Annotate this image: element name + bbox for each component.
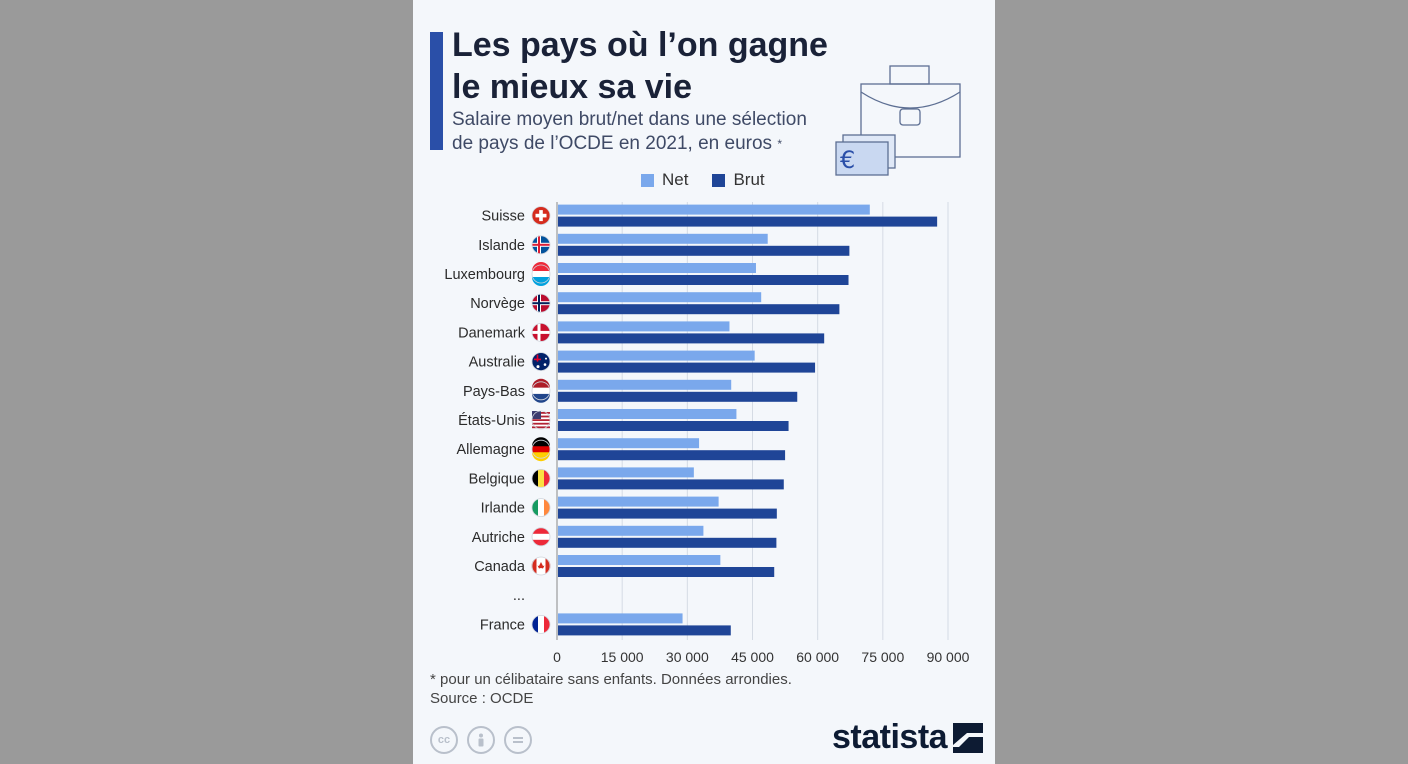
by-icon[interactable]: [467, 726, 495, 754]
flag-us-icon: [531, 410, 551, 430]
footnote: * pour un célibataire sans enfants. Donn…: [430, 671, 792, 688]
bar-brut: [558, 275, 849, 285]
chart-legend: Net Brut: [641, 170, 765, 190]
category-label: Danemark: [458, 325, 526, 341]
bar-brut: [558, 450, 786, 461]
bar-chart: 0 15 000 30 000 45 000 60 000 75 000 90 000 Sui…: [444, 202, 970, 665]
category-label: France: [480, 617, 525, 633]
bar-brut: [558, 304, 840, 315]
bar-net: [558, 263, 756, 273]
bar-net: [558, 438, 700, 449]
category-label: Australie: [469, 355, 525, 371]
legend-item-net: Net: [641, 170, 688, 190]
subtitle-text: Salaire moyen brut/net dans une sélectio…: [452, 109, 807, 154]
category-label: Suisse: [481, 209, 525, 225]
flag-ie-icon: [531, 498, 551, 518]
flag-ch-icon: [531, 206, 551, 226]
bar-net: [558, 467, 694, 478]
flag-au-icon: [531, 352, 551, 372]
category-label: Norvège: [470, 296, 525, 312]
infographic-card: Les pays où l’on gagne le mieux sa vie S…: [413, 0, 995, 764]
flag-dk-icon: [531, 322, 551, 342]
category-label: Allemagne: [456, 442, 525, 458]
bar-net: [558, 496, 719, 507]
chart-subtitle: Salaire moyen brut/net dans une sélectio…: [452, 108, 852, 156]
bar-net: [558, 292, 762, 303]
bar-brut: [558, 391, 798, 402]
bar-brut: [558, 333, 825, 344]
category-label: Irlande: [481, 501, 525, 517]
x-tick-label: 30 000: [666, 649, 709, 665]
legend-swatch-brut: [712, 173, 726, 187]
flag-lu-icon: [531, 262, 551, 286]
title-accent-bar: [430, 32, 443, 150]
x-tick-label: 60 000: [796, 649, 839, 665]
flag-is-icon: [531, 235, 551, 255]
x-tick-label: 15 000: [601, 649, 644, 665]
x-tick-label: 75 000: [861, 649, 904, 665]
statista-logo[interactable]: statista: [832, 718, 984, 757]
category-label: ...: [513, 588, 525, 604]
bar-brut: [558, 625, 731, 636]
bar-brut: [558, 479, 784, 490]
svg-text:€: €: [840, 146, 855, 174]
nd-icon[interactable]: [504, 726, 532, 754]
brand-name: statista: [832, 718, 948, 756]
bar-brut: [558, 567, 775, 577]
bar-net: [558, 409, 737, 419]
flag-no-icon: [531, 293, 551, 313]
flag-de-icon: [531, 437, 551, 462]
bar-net: [558, 321, 730, 332]
statista-logo-icon: [953, 722, 984, 753]
flag-be-icon: [531, 468, 551, 488]
flag-fr-icon: [531, 614, 551, 634]
briefcase-money-icon: €: [835, 65, 961, 176]
source-text: Source : OCDE: [430, 690, 534, 707]
bar-net: [558, 613, 683, 624]
bar-net: [558, 204, 870, 215]
legend-swatch-net: [641, 173, 654, 187]
flag-nl-icon: [531, 378, 551, 403]
category-label: Pays-Bas: [463, 384, 525, 400]
bar-net: [558, 233, 768, 244]
category-label: Autriche: [472, 530, 525, 546]
subtitle-asterisk: *: [777, 137, 782, 151]
flag-at-icon: [531, 527, 551, 547]
bar-brut: [558, 245, 850, 256]
x-tick-label: 0: [553, 649, 561, 665]
x-tick-label: 90 000: [927, 649, 970, 665]
legend-label-net: Net: [662, 170, 689, 189]
flag-ca-icon: [531, 556, 551, 576]
category-label: Islande: [478, 238, 525, 254]
bar-brut: [558, 508, 777, 519]
bar-brut: [558, 537, 777, 548]
legend-item-brut: Brut: [712, 170, 765, 190]
category-label: Canada: [474, 559, 526, 575]
bar-net: [558, 350, 755, 361]
bar-net: [558, 525, 704, 536]
category-label: Luxembourg: [444, 267, 525, 283]
category-label: États-Unis: [458, 412, 525, 429]
bar-brut: [558, 362, 816, 373]
license-icons: cc: [430, 726, 532, 754]
x-tick-label: 45 000: [731, 649, 774, 665]
chart-title: Les pays où l’on gagne le mieux sa vie: [452, 26, 828, 106]
bar-net: [558, 555, 721, 565]
bar-brut: [558, 216, 938, 227]
bar-net: [558, 379, 732, 390]
cc-icon[interactable]: cc: [430, 726, 458, 754]
legend-label-brut: Brut: [733, 170, 765, 189]
category-label: Belgique: [469, 471, 525, 487]
bar-brut: [558, 421, 789, 431]
